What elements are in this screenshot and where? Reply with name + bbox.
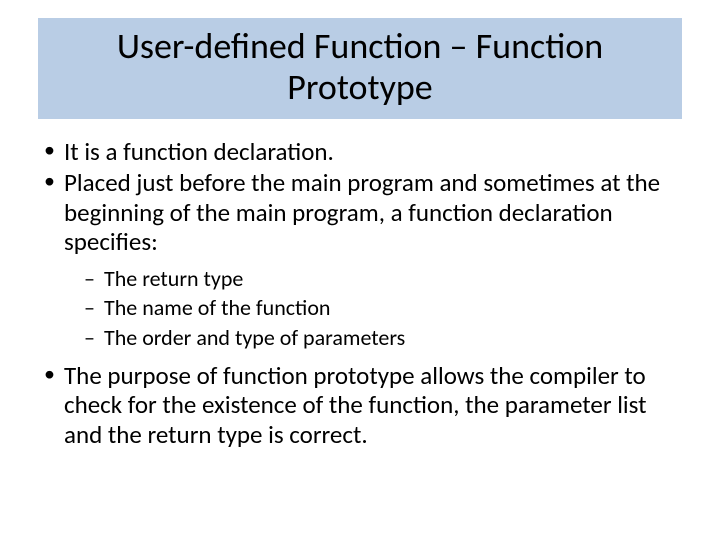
slide-title: User-defined Function – Function Prototy… [50,26,670,109]
slide-content: It is a function declaration. Placed jus… [38,137,682,449]
bullet-text: Placed just before the main program and … [64,167,660,257]
sub-text: The name of the function [104,294,330,321]
bullet-list: It is a function declaration. Placed jus… [38,137,682,449]
sub-item: The return type [82,265,682,294]
title-box: User-defined Function – Function Prototy… [38,18,682,119]
bullet-text: It is a function declaration. [64,136,334,167]
bullet-item: It is a function declaration. [38,137,682,167]
slide: User-defined Function – Function Prototy… [0,0,720,540]
sub-text: The order and type of parameters [104,324,405,351]
sub-item: The name of the function [82,294,682,323]
bullet-item: Placed just before the main program and … [38,168,682,352]
bullet-text: The purpose of function prototype allows… [64,360,647,450]
bullet-item: The purpose of function prototype allows… [38,361,682,450]
sub-item: The order and type of parameters [82,324,682,353]
sub-text: The return type [104,265,243,292]
sub-list: The return type The name of the function… [64,265,682,353]
